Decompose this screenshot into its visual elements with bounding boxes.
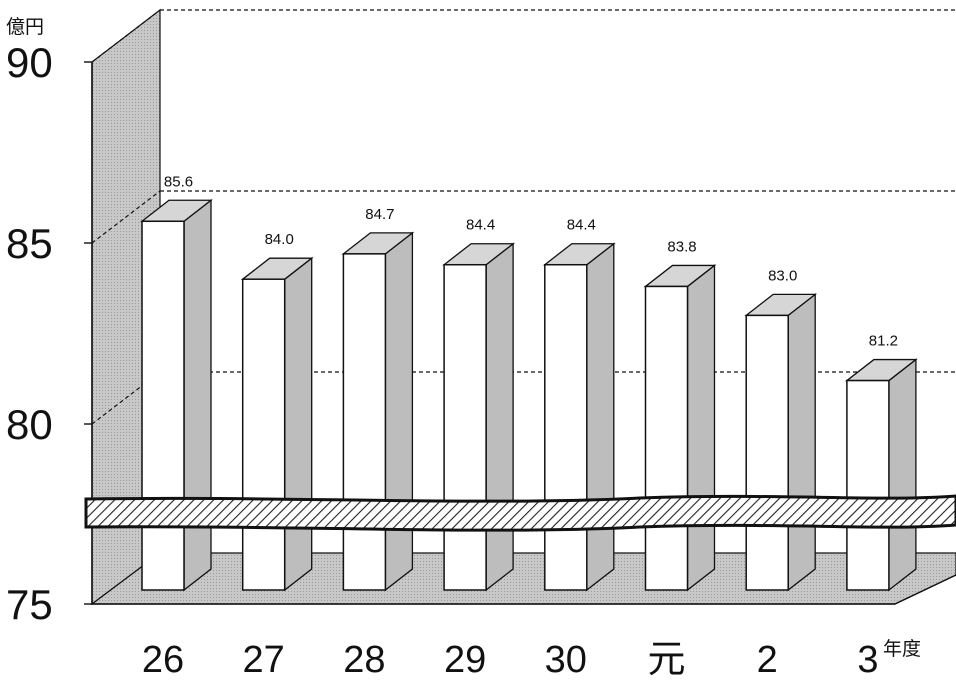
floor-front-edge — [894, 574, 956, 605]
x-tick-label: 3 — [857, 639, 878, 681]
bar-side — [384, 231, 414, 592]
data-label: 84.4 — [466, 217, 495, 234]
bar-side — [787, 293, 816, 592]
x-tick-label: 28 — [343, 639, 385, 681]
x-tick-label: 29 — [444, 639, 486, 681]
data-label: 83.0 — [768, 267, 797, 284]
bar-side — [686, 264, 716, 592]
data-label: 84.7 — [365, 206, 394, 223]
x-axis-ticks: 26 27 28 29 30 元 2 3 — [142, 639, 879, 681]
bar — [744, 293, 818, 592]
x-tick-label: 26 — [142, 639, 184, 681]
data-labels: 85.6 84.0 84.7 84.4 84.4 83.8 83.0 81.2 — [164, 173, 898, 349]
x-tick-label: 2 — [757, 639, 778, 681]
grid-diagonal — [91, 190, 161, 244]
bar-side — [284, 256, 313, 592]
bar — [341, 231, 415, 592]
floor — [90, 552, 956, 605]
bar-front — [342, 253, 387, 591]
bar — [845, 358, 918, 592]
bar-side — [183, 198, 212, 592]
bar-side — [485, 242, 514, 592]
bar-front — [544, 263, 588, 591]
x-axis-label: 年度 — [883, 638, 921, 660]
axis-break — [84, 494, 956, 532]
x-tick-label: 元 — [647, 639, 685, 681]
bar-front — [241, 278, 286, 591]
data-label: 85.6 — [164, 173, 193, 190]
bar — [542, 242, 616, 592]
bar-front — [644, 285, 689, 591]
data-label: 81.2 — [869, 333, 898, 350]
bar-front — [745, 314, 789, 591]
bars — [140, 198, 918, 592]
data-label: 84.0 — [265, 231, 294, 248]
x-tick-label: 27 — [243, 639, 285, 681]
bar-side — [586, 242, 615, 592]
data-label: 84.4 — [567, 217, 596, 234]
bar-front — [443, 263, 487, 591]
y-tick-label: 75 — [6, 581, 53, 628]
data-label: 83.8 — [667, 238, 696, 255]
y-axis-label: 億円 — [6, 16, 44, 38]
bar-front — [846, 379, 890, 591]
bar — [140, 198, 213, 592]
bar-front — [141, 220, 185, 591]
y-tick-label: 85 — [6, 220, 53, 267]
y-tick-label: 90 — [6, 39, 53, 86]
bar — [240, 256, 314, 592]
bar — [643, 264, 717, 592]
x-tick-label: 30 — [545, 639, 587, 681]
bar-side — [888, 358, 917, 592]
y-tick-label: 80 — [6, 401, 53, 448]
y-axis-ticks: 75 80 85 90 — [6, 39, 92, 628]
gridlines — [91, 9, 956, 425]
bar — [442, 242, 515, 592]
grid-diagonal — [91, 9, 161, 63]
